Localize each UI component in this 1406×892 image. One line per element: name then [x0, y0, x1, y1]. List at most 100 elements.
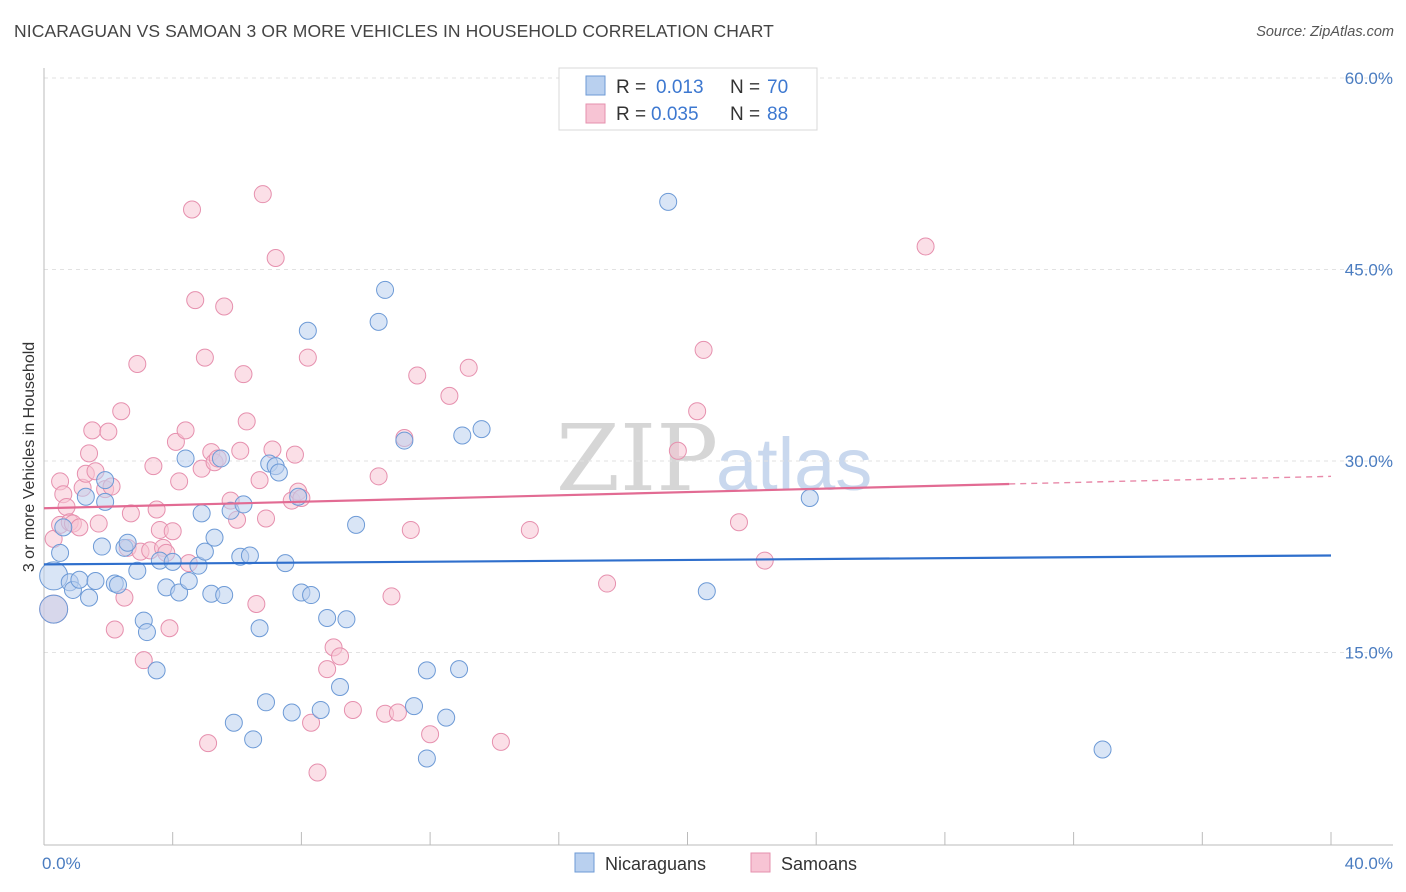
nicaraguans-point-61 [417, 661, 436, 680]
samoans-point-28 [147, 500, 166, 519]
nicaraguans-point-68 [800, 489, 819, 508]
samoans-point-42 [199, 734, 218, 753]
nicaraguans-point-0 [39, 594, 69, 624]
nicaraguans-point-57 [376, 280, 395, 299]
y-tick-label-2: 45.0% [1345, 261, 1393, 280]
samoans-point-83 [688, 402, 707, 421]
nicaraguans-point-51 [311, 700, 330, 719]
nicaraguans-point-20 [147, 661, 166, 680]
samoans-point-68 [343, 700, 362, 719]
samoans-point-80 [520, 520, 539, 539]
samoans-point-63 [302, 713, 321, 732]
legend-r-value-2: 0.035 [651, 104, 699, 125]
samoans-point-72 [388, 703, 407, 722]
nicaraguans-point-25 [176, 449, 195, 468]
samoans-point-74 [401, 520, 420, 539]
samoans-point-32 [160, 619, 179, 638]
samoans-point-12 [83, 421, 102, 440]
nicaraguans-point-64 [453, 426, 472, 445]
nicaraguans-point-65 [472, 420, 491, 439]
nicaraguans-point-46 [282, 703, 301, 722]
nicaraguans-point-59 [405, 697, 424, 716]
samoans-points [39, 185, 935, 782]
samoans-point-46 [215, 297, 234, 316]
nicaraguans-point-54 [337, 610, 356, 629]
samoans-point-84 [694, 340, 713, 359]
nicaraguans-point-10 [92, 537, 111, 556]
samoans-point-53 [250, 471, 269, 490]
nicaraguans-point-11 [96, 471, 115, 490]
samoans-point-50 [234, 365, 253, 384]
bottom-legend-swatch-samoans [750, 852, 771, 873]
samoans-point-51 [237, 412, 256, 431]
nicaraguans-point-3 [54, 518, 73, 537]
nicaraguans-point-6 [70, 570, 89, 589]
samoans-point-59 [285, 445, 304, 464]
nicaraguans-point-63 [450, 660, 469, 679]
nicaraguans-point-17 [128, 561, 147, 580]
bottom-legend: Nicaraguans Samoans [574, 852, 857, 874]
samoans-point-52 [247, 594, 266, 613]
nicaraguans-point-60 [417, 749, 436, 768]
bottom-legend-swatch-nicaraguans [574, 852, 595, 873]
nicaraguans-point-28 [192, 504, 211, 523]
samoans-point-75 [408, 366, 427, 385]
legend-swatch-pink [585, 103, 606, 124]
legend-n-label-1: N = [730, 77, 760, 98]
legend-n-label-2: N = [730, 104, 760, 125]
y-tick-label-0: 15.0% [1345, 644, 1393, 663]
samoans-point-57 [266, 249, 285, 268]
bottom-legend-label-samoans: Samoans [781, 854, 857, 874]
samoans-point-8 [70, 518, 89, 537]
gridlines [44, 77, 1393, 653]
trend-lines [43, 475, 1332, 566]
samoans-point-11 [80, 444, 99, 463]
nicaraguans-point-24 [170, 583, 189, 602]
nicaraguans-point-14 [109, 575, 128, 594]
samoans-point-22 [121, 504, 140, 523]
samoans-point-33 [163, 522, 182, 541]
samoans-point-55 [257, 509, 276, 528]
samoans-point-14 [89, 514, 108, 533]
y-tick-label-3: 60.0% [1345, 69, 1393, 88]
nicaraguans-point-33 [215, 586, 234, 605]
samoans-point-67 [331, 647, 350, 666]
nicaraguans-point-53 [331, 677, 350, 696]
y-tick-label-1: 30.0% [1345, 452, 1393, 471]
watermark-atlas: atlas [716, 423, 872, 506]
y-tick-labels: 15.0% 30.0% 45.0% 60.0% [1345, 69, 1393, 663]
nicaraguans-point-8 [80, 588, 99, 607]
nicaraguans-point-32 [211, 449, 230, 468]
nicaraguans-point-44 [269, 463, 288, 482]
samoans-point-16 [99, 422, 118, 441]
samoans-point-35 [170, 472, 189, 491]
nicaraguans-point-23 [163, 552, 182, 571]
axes [43, 68, 1393, 846]
nicaraguans-point-2 [51, 543, 70, 562]
watermark-zip: ZIP [556, 405, 718, 512]
nicaraguans-point-58 [395, 431, 414, 450]
x-tick-max: 40.0% [1345, 854, 1393, 873]
samoans-point-85 [729, 513, 748, 532]
nicaraguans-point-7 [76, 487, 95, 506]
nicaraguans-point-29 [195, 542, 214, 561]
bottom-legend-label-nicaraguans: Nicaraguans [605, 854, 706, 874]
samoans-point-81 [598, 574, 617, 593]
samoans-point-23 [128, 354, 147, 373]
y-axis-title: 3 or more Vehicles in Household [21, 342, 38, 572]
nicaraguans-point-55 [347, 515, 366, 534]
samoans-point-82 [668, 441, 687, 460]
samoans-point-76 [421, 725, 440, 744]
samoans-point-77 [440, 386, 459, 405]
samoans-point-86 [755, 551, 774, 570]
samoans-point-71 [382, 587, 401, 606]
legend: R = 0.013 N = 70 R = 0.035 N = 88 [558, 67, 818, 131]
nicaraguans-point-41 [257, 693, 276, 712]
legend-r-label-1: R = [616, 77, 646, 98]
nicaraguans-point-38 [240, 546, 259, 565]
samoans-point-87 [916, 237, 935, 256]
samoans-point-18 [105, 620, 124, 639]
samoans-point-27 [144, 457, 163, 476]
nicaraguans-point-66 [659, 192, 678, 211]
